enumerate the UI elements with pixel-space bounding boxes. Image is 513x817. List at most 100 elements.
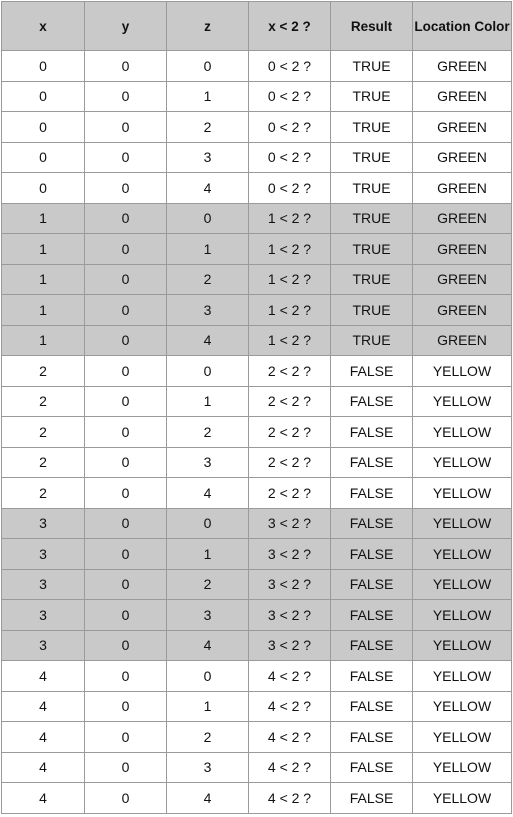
cell-location-color: GREEN (412, 294, 512, 326)
cell-y: 0 (84, 629, 167, 661)
cell-y: 0 (84, 538, 167, 570)
cell-location-color: GREEN (412, 141, 512, 173)
cell-y: 0 (84, 202, 167, 234)
cell-result: TRUE (330, 172, 413, 204)
cell-x: 0 (1, 80, 85, 112)
cell-result: FALSE (330, 599, 413, 631)
cell-y: 0 (84, 50, 167, 82)
cell-x: 2 (1, 416, 85, 448)
cell-x: 1 (1, 294, 85, 326)
cell-condition: 4 < 2 ? (248, 751, 331, 783)
header-y: y (84, 1, 167, 51)
cell-z: 4 (166, 172, 249, 204)
cell-result: TRUE (330, 294, 413, 326)
cell-location-color: YELLOW (412, 355, 512, 387)
cell-z: 4 (166, 782, 249, 814)
cell-condition: 3 < 2 ? (248, 629, 331, 661)
cell-condition: 1 < 2 ? (248, 294, 331, 326)
cell-y: 0 (84, 477, 167, 509)
cell-condition: 0 < 2 ? (248, 141, 331, 173)
cell-location-color: GREEN (412, 50, 512, 82)
cell-result: TRUE (330, 50, 413, 82)
cell-z: 1 (166, 385, 249, 417)
cell-result: FALSE (330, 690, 413, 722)
cell-condition: 0 < 2 ? (248, 111, 331, 143)
header-z: z (166, 1, 249, 51)
cell-condition: 4 < 2 ? (248, 660, 331, 692)
cell-x: 4 (1, 690, 85, 722)
cell-location-color: GREEN (412, 172, 512, 204)
cell-result: TRUE (330, 263, 413, 295)
cell-location-color: GREEN (412, 233, 512, 265)
cell-location-color: GREEN (412, 263, 512, 295)
cell-y: 0 (84, 782, 167, 814)
cell-z: 3 (166, 599, 249, 631)
cell-y: 0 (84, 233, 167, 265)
cell-y: 0 (84, 660, 167, 692)
cell-result: FALSE (330, 721, 413, 753)
table-header: x y z x < 2 ? Result Location Color (1, 1, 512, 51)
cell-y: 0 (84, 507, 167, 539)
header-x: x (1, 1, 85, 51)
cell-z: 0 (166, 507, 249, 539)
cell-condition: 1 < 2 ? (248, 263, 331, 295)
header-location-color: Location Color (412, 1, 512, 51)
cell-y: 0 (84, 599, 167, 631)
cell-condition: 1 < 2 ? (248, 233, 331, 265)
cell-condition: 4 < 2 ? (248, 721, 331, 753)
cell-condition: 3 < 2 ? (248, 568, 331, 600)
cell-result: FALSE (330, 416, 413, 448)
cell-result: FALSE (330, 477, 413, 509)
header-condition: x < 2 ? (248, 1, 331, 51)
cell-y: 0 (84, 80, 167, 112)
cell-condition: 2 < 2 ? (248, 446, 331, 478)
cell-y: 0 (84, 385, 167, 417)
cell-z: 4 (166, 477, 249, 509)
cell-location-color: YELLOW (412, 721, 512, 753)
cell-x: 0 (1, 172, 85, 204)
cell-location-color: YELLOW (412, 507, 512, 539)
cell-condition: 4 < 2 ? (248, 782, 331, 814)
cell-y: 0 (84, 446, 167, 478)
cell-z: 2 (166, 263, 249, 295)
header-result: Result (330, 1, 413, 51)
cell-result: TRUE (330, 233, 413, 265)
cell-z: 3 (166, 294, 249, 326)
cell-x: 0 (1, 141, 85, 173)
cell-x: 0 (1, 50, 85, 82)
cell-x: 2 (1, 385, 85, 417)
cell-z: 0 (166, 50, 249, 82)
cell-result: TRUE (330, 80, 413, 112)
cell-result: FALSE (330, 751, 413, 783)
cell-result: FALSE (330, 568, 413, 600)
cell-condition: 1 < 2 ? (248, 324, 331, 356)
cell-location-color: YELLOW (412, 446, 512, 478)
cell-result: FALSE (330, 782, 413, 814)
cell-result: FALSE (330, 385, 413, 417)
cell-z: 4 (166, 324, 249, 356)
cell-x: 2 (1, 477, 85, 509)
cell-x: 0 (1, 111, 85, 143)
cell-z: 2 (166, 416, 249, 448)
cell-location-color: GREEN (412, 324, 512, 356)
cell-location-color: YELLOW (412, 660, 512, 692)
cell-condition: 2 < 2 ? (248, 477, 331, 509)
cell-condition: 0 < 2 ? (248, 50, 331, 82)
cell-location-color: YELLOW (412, 599, 512, 631)
